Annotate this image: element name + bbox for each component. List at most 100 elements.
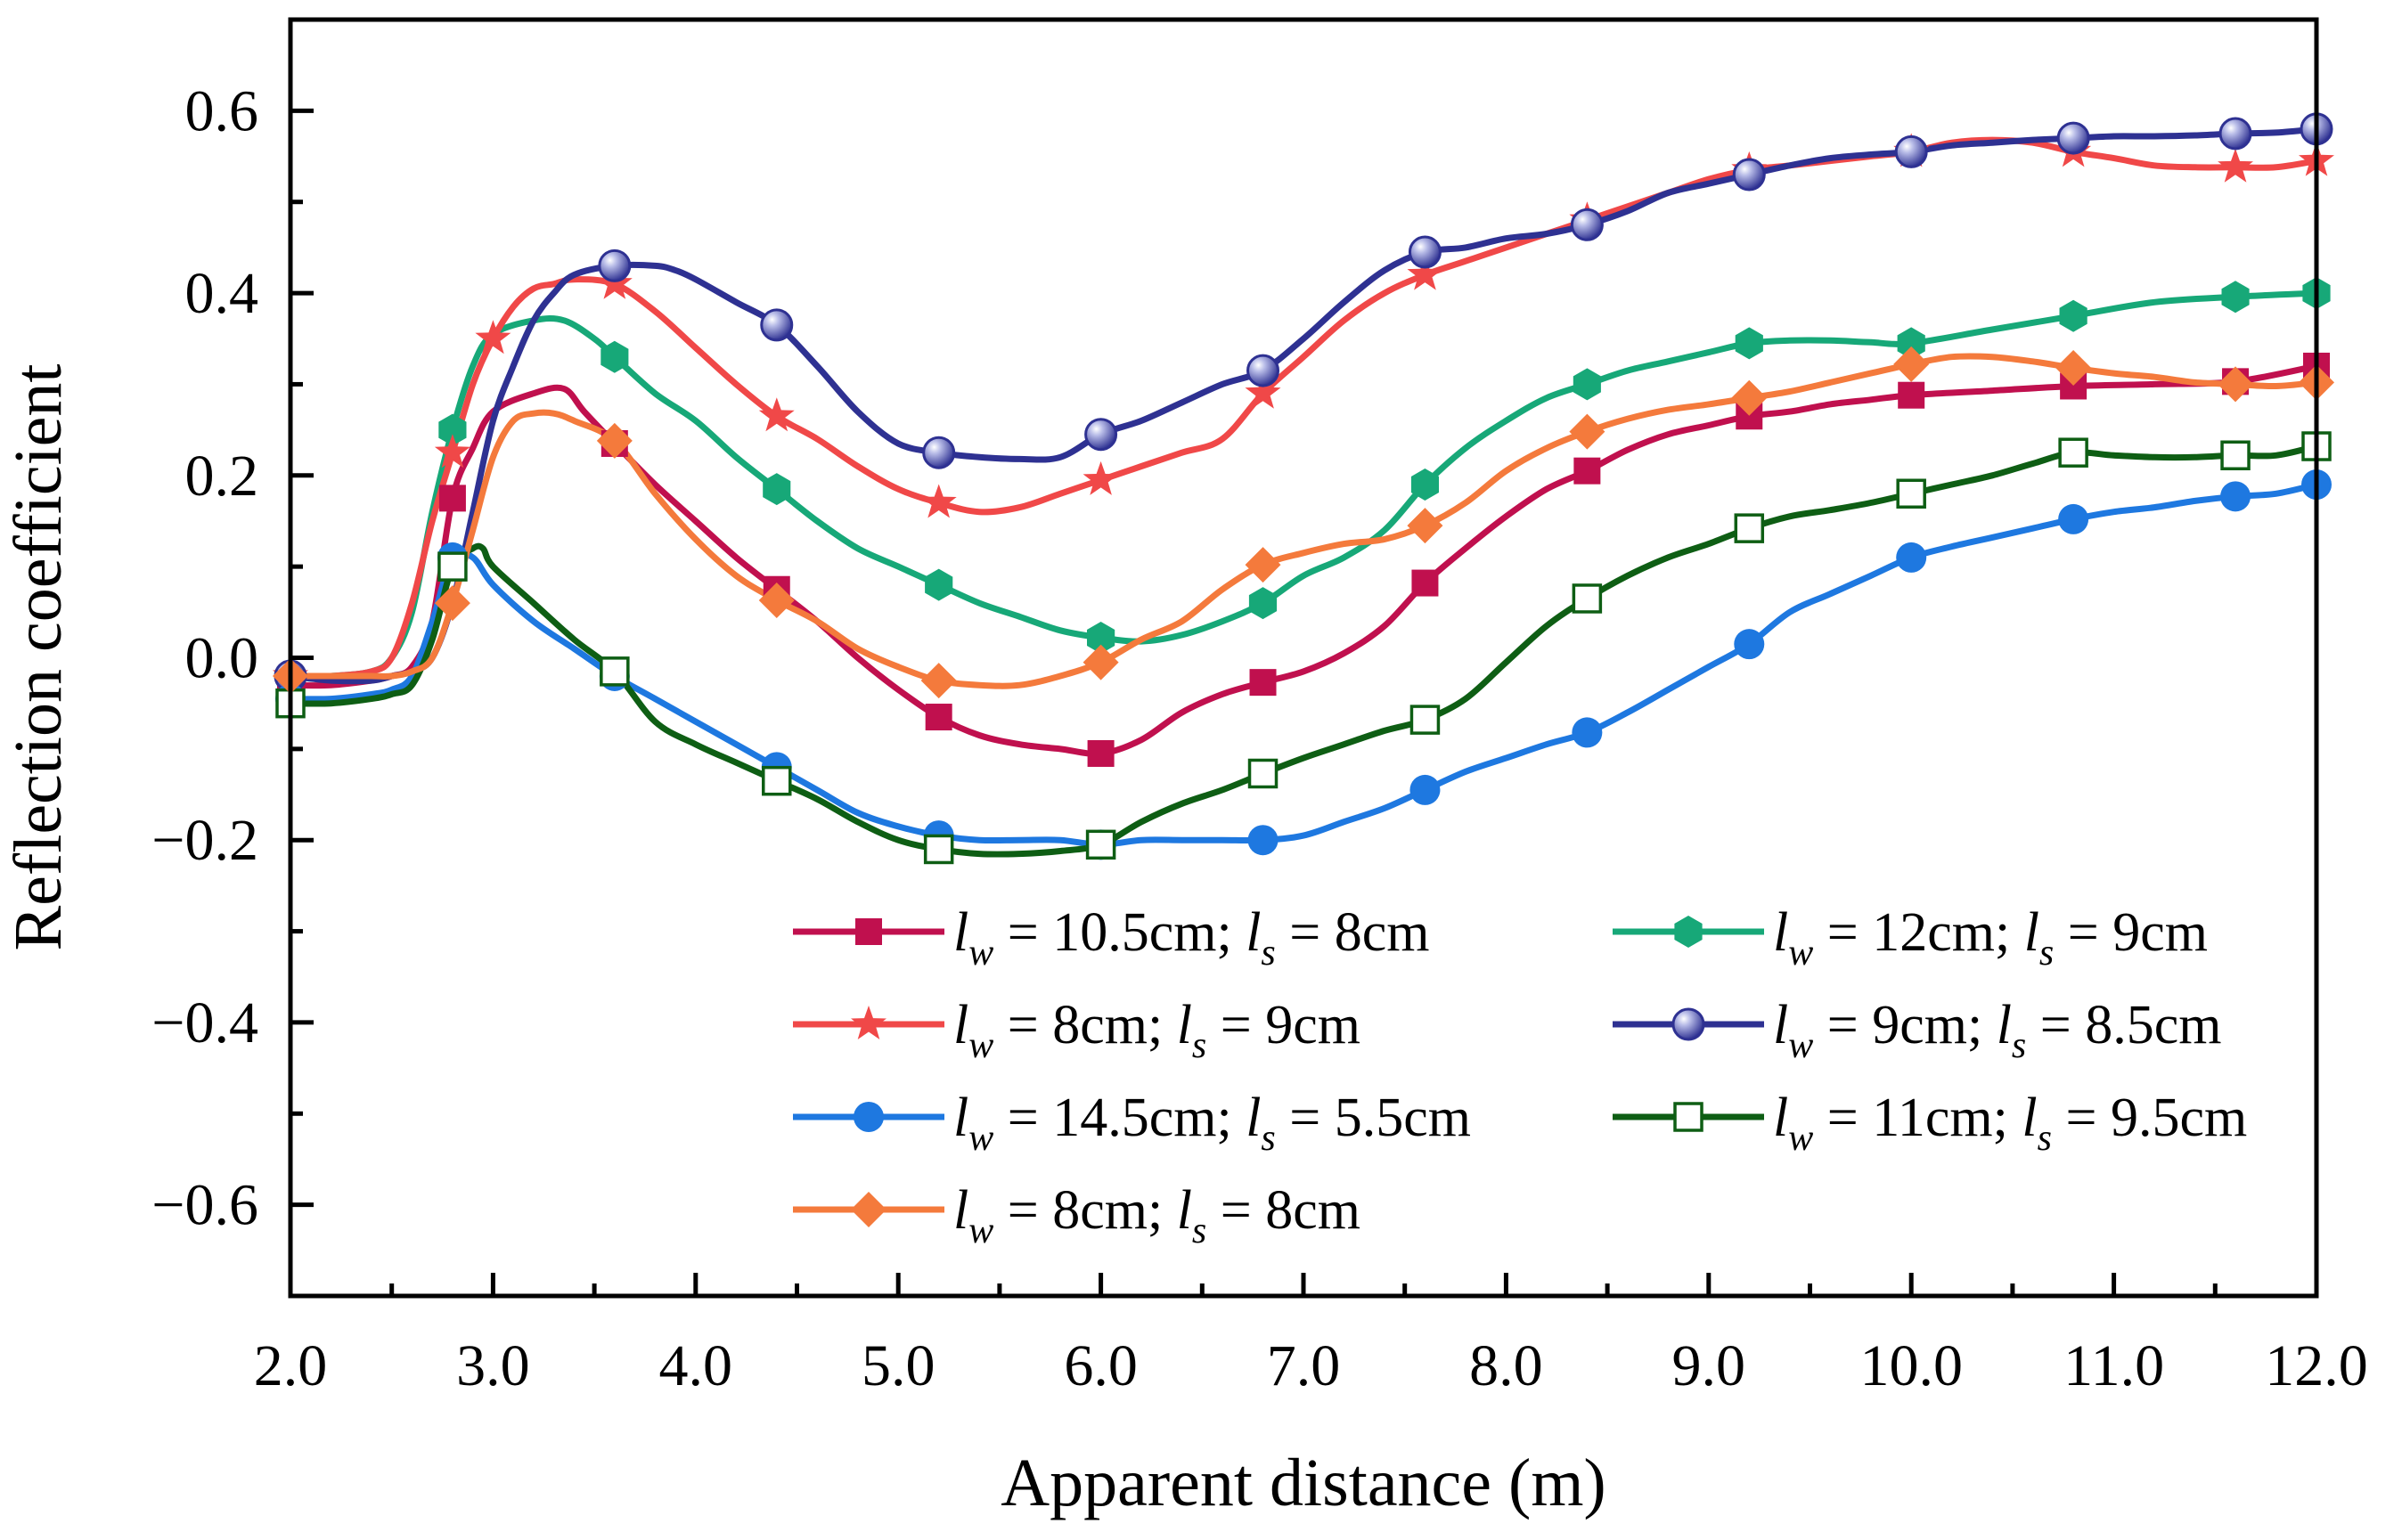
y-tick-label: 0.0 — [185, 626, 259, 691]
x-tick-label: 5.0 — [862, 1333, 935, 1398]
series-layer — [290, 126, 2316, 858]
data-point-s7-4 — [758, 583, 795, 619]
legend-item-3: lw = 8cm; ls = 9cm — [793, 995, 1360, 1066]
data-point-s4-2 — [598, 249, 632, 282]
data-point-s7-6 — [1083, 644, 1119, 680]
data-point-s1-2 — [438, 485, 466, 512]
data-point-s7-8 — [1407, 508, 1443, 544]
series-line-4 — [290, 126, 2316, 685]
x-tick-label: 4.0 — [659, 1333, 733, 1398]
data-point-s6-5 — [923, 834, 954, 865]
x-axis: 2.0 3.0 4.0 5.0 6.0 7.0 8.0 9.0 10.0 11.0 12.0 — [254, 1273, 2368, 1398]
data-point-s4-4 — [922, 436, 956, 469]
data-point-s2-9 — [1573, 368, 1601, 401]
data-point-s1-8 — [1411, 569, 1439, 597]
data-point-s5-9 — [1572, 717, 1603, 748]
data-point-s6-7 — [1247, 758, 1279, 789]
data-point-s3-6 — [920, 484, 957, 518]
data-point-s2-8 — [1410, 469, 1439, 501]
data-point-s4-5 — [1084, 418, 1118, 452]
data-point-s2-6 — [1087, 622, 1115, 654]
data-point-s7-5 — [920, 663, 957, 699]
data-point-s3-2 — [434, 434, 470, 469]
legend-marker — [1674, 916, 1703, 948]
data-point-s6-9 — [1572, 583, 1603, 614]
data-point-s7-2 — [434, 585, 470, 622]
y-tick-label: −0.6 — [151, 1173, 258, 1238]
data-point-s2-4 — [763, 473, 791, 506]
y-tick-label: −0.4 — [151, 990, 258, 1055]
data-point-s7-10 — [1731, 379, 1768, 416]
legend: lw = 10.5cm; ls = 8cm lw = 12cm; ls = 9cm… — [793, 902, 2247, 1251]
data-point-s4-9 — [1732, 158, 1766, 191]
x-tick-label: 6.0 — [1064, 1333, 1138, 1398]
legend-item-5: lw = 14.5cm; ls = 5.5cm — [793, 1088, 1471, 1159]
data-point-s6-3 — [600, 656, 630, 687]
data-point-s6-12 — [2058, 437, 2088, 468]
legend-label: lw = 9cm; ls = 8.5cm — [1773, 995, 2222, 1066]
data-point-s4-8 — [1570, 208, 1604, 241]
data-point-s3-8 — [1245, 374, 1281, 409]
series-line-6 — [290, 443, 2316, 858]
data-point-s1-11 — [1898, 381, 1925, 409]
y-axis: −0.6 −0.4 −0.2 0.0 0.2 0.4 0.6 — [151, 17, 314, 1299]
legend-item-6: lw = 11cm; ls = 9.5cm — [1613, 1088, 2247, 1159]
legend-label: lw = 8cm; ls = 9cm — [953, 995, 1360, 1066]
y-tick-label: 0.2 — [185, 444, 259, 509]
data-point-s3-7 — [1083, 460, 1119, 495]
x-tick-label: 12.0 — [2265, 1333, 2368, 1398]
data-point-s7-12 — [2055, 350, 2092, 387]
data-point-s2-13 — [2221, 281, 2250, 314]
x-axis-title: Apparent distance (m) — [1001, 1446, 1606, 1520]
x-tick-label: 8.0 — [1469, 1333, 1543, 1398]
y-tick-label: 0.6 — [185, 78, 259, 143]
data-point-s3-14 — [2218, 148, 2253, 183]
legend-marker — [851, 1192, 886, 1227]
marker-layer — [273, 112, 2334, 865]
data-point-s2-2 — [438, 413, 467, 446]
data-point-s1-7 — [1249, 669, 1277, 697]
data-point-s1-9 — [1573, 457, 1601, 485]
legend-item-1: lw = 10.5cm; ls = 8cm — [793, 902, 1430, 974]
legend-item-4: lw = 9cm; ls = 8.5cm — [1613, 995, 2222, 1066]
data-point-s6-2 — [437, 551, 468, 582]
legend-marker — [1671, 1007, 1705, 1041]
legend-item-2: lw = 12cm; ls = 9cm — [1613, 902, 2208, 974]
data-point-s2-10 — [1735, 327, 1763, 360]
x-tick-label: 11.0 — [2063, 1333, 2164, 1398]
legend-marker — [1673, 1102, 1703, 1132]
data-point-s2-5 — [925, 568, 953, 601]
legend-label: lw = 14.5cm; ls = 5.5cm — [953, 1088, 1471, 1159]
data-point-s4-6 — [1246, 354, 1280, 387]
y-axis-title: Reflection coefficient — [1, 363, 76, 950]
data-point-s2-3 — [600, 340, 629, 373]
legend-label: lw = 12cm; ls = 9cm — [1773, 902, 2208, 974]
series-line-7 — [290, 353, 2316, 689]
series-line-5 — [290, 481, 2316, 848]
data-point-s2-12 — [2059, 299, 2087, 332]
data-point-s5-8 — [1409, 774, 1441, 805]
y-tick-label: 0.4 — [185, 261, 259, 326]
data-point-s6-4 — [762, 765, 792, 796]
series-line-2 — [290, 289, 2316, 680]
legend-marker — [855, 918, 882, 945]
y-tick-label: −0.2 — [151, 808, 258, 873]
legend-label: lw = 10.5cm; ls = 8cm — [953, 902, 1430, 974]
legend-marker — [851, 1006, 886, 1039]
data-point-s6-8 — [1409, 705, 1441, 735]
data-point-s6-10 — [1734, 513, 1765, 543]
data-point-s6-6 — [1085, 829, 1116, 860]
data-point-s2-11 — [1897, 327, 1925, 360]
data-point-s3-5 — [758, 397, 795, 432]
legend-label: lw = 8cm; ls = 8cm — [953, 1180, 1360, 1251]
data-point-s1-5 — [925, 704, 952, 731]
data-point-s6-11 — [1896, 478, 1926, 509]
data-point-s4-10 — [1894, 134, 1928, 168]
data-point-s7-9 — [1569, 413, 1605, 450]
data-point-s3-3 — [475, 320, 511, 354]
data-point-s3-9 — [1407, 256, 1443, 290]
data-point-s1-6 — [1087, 739, 1115, 767]
data-point-s2-7 — [1248, 587, 1278, 620]
x-tick-label: 7.0 — [1267, 1333, 1341, 1398]
